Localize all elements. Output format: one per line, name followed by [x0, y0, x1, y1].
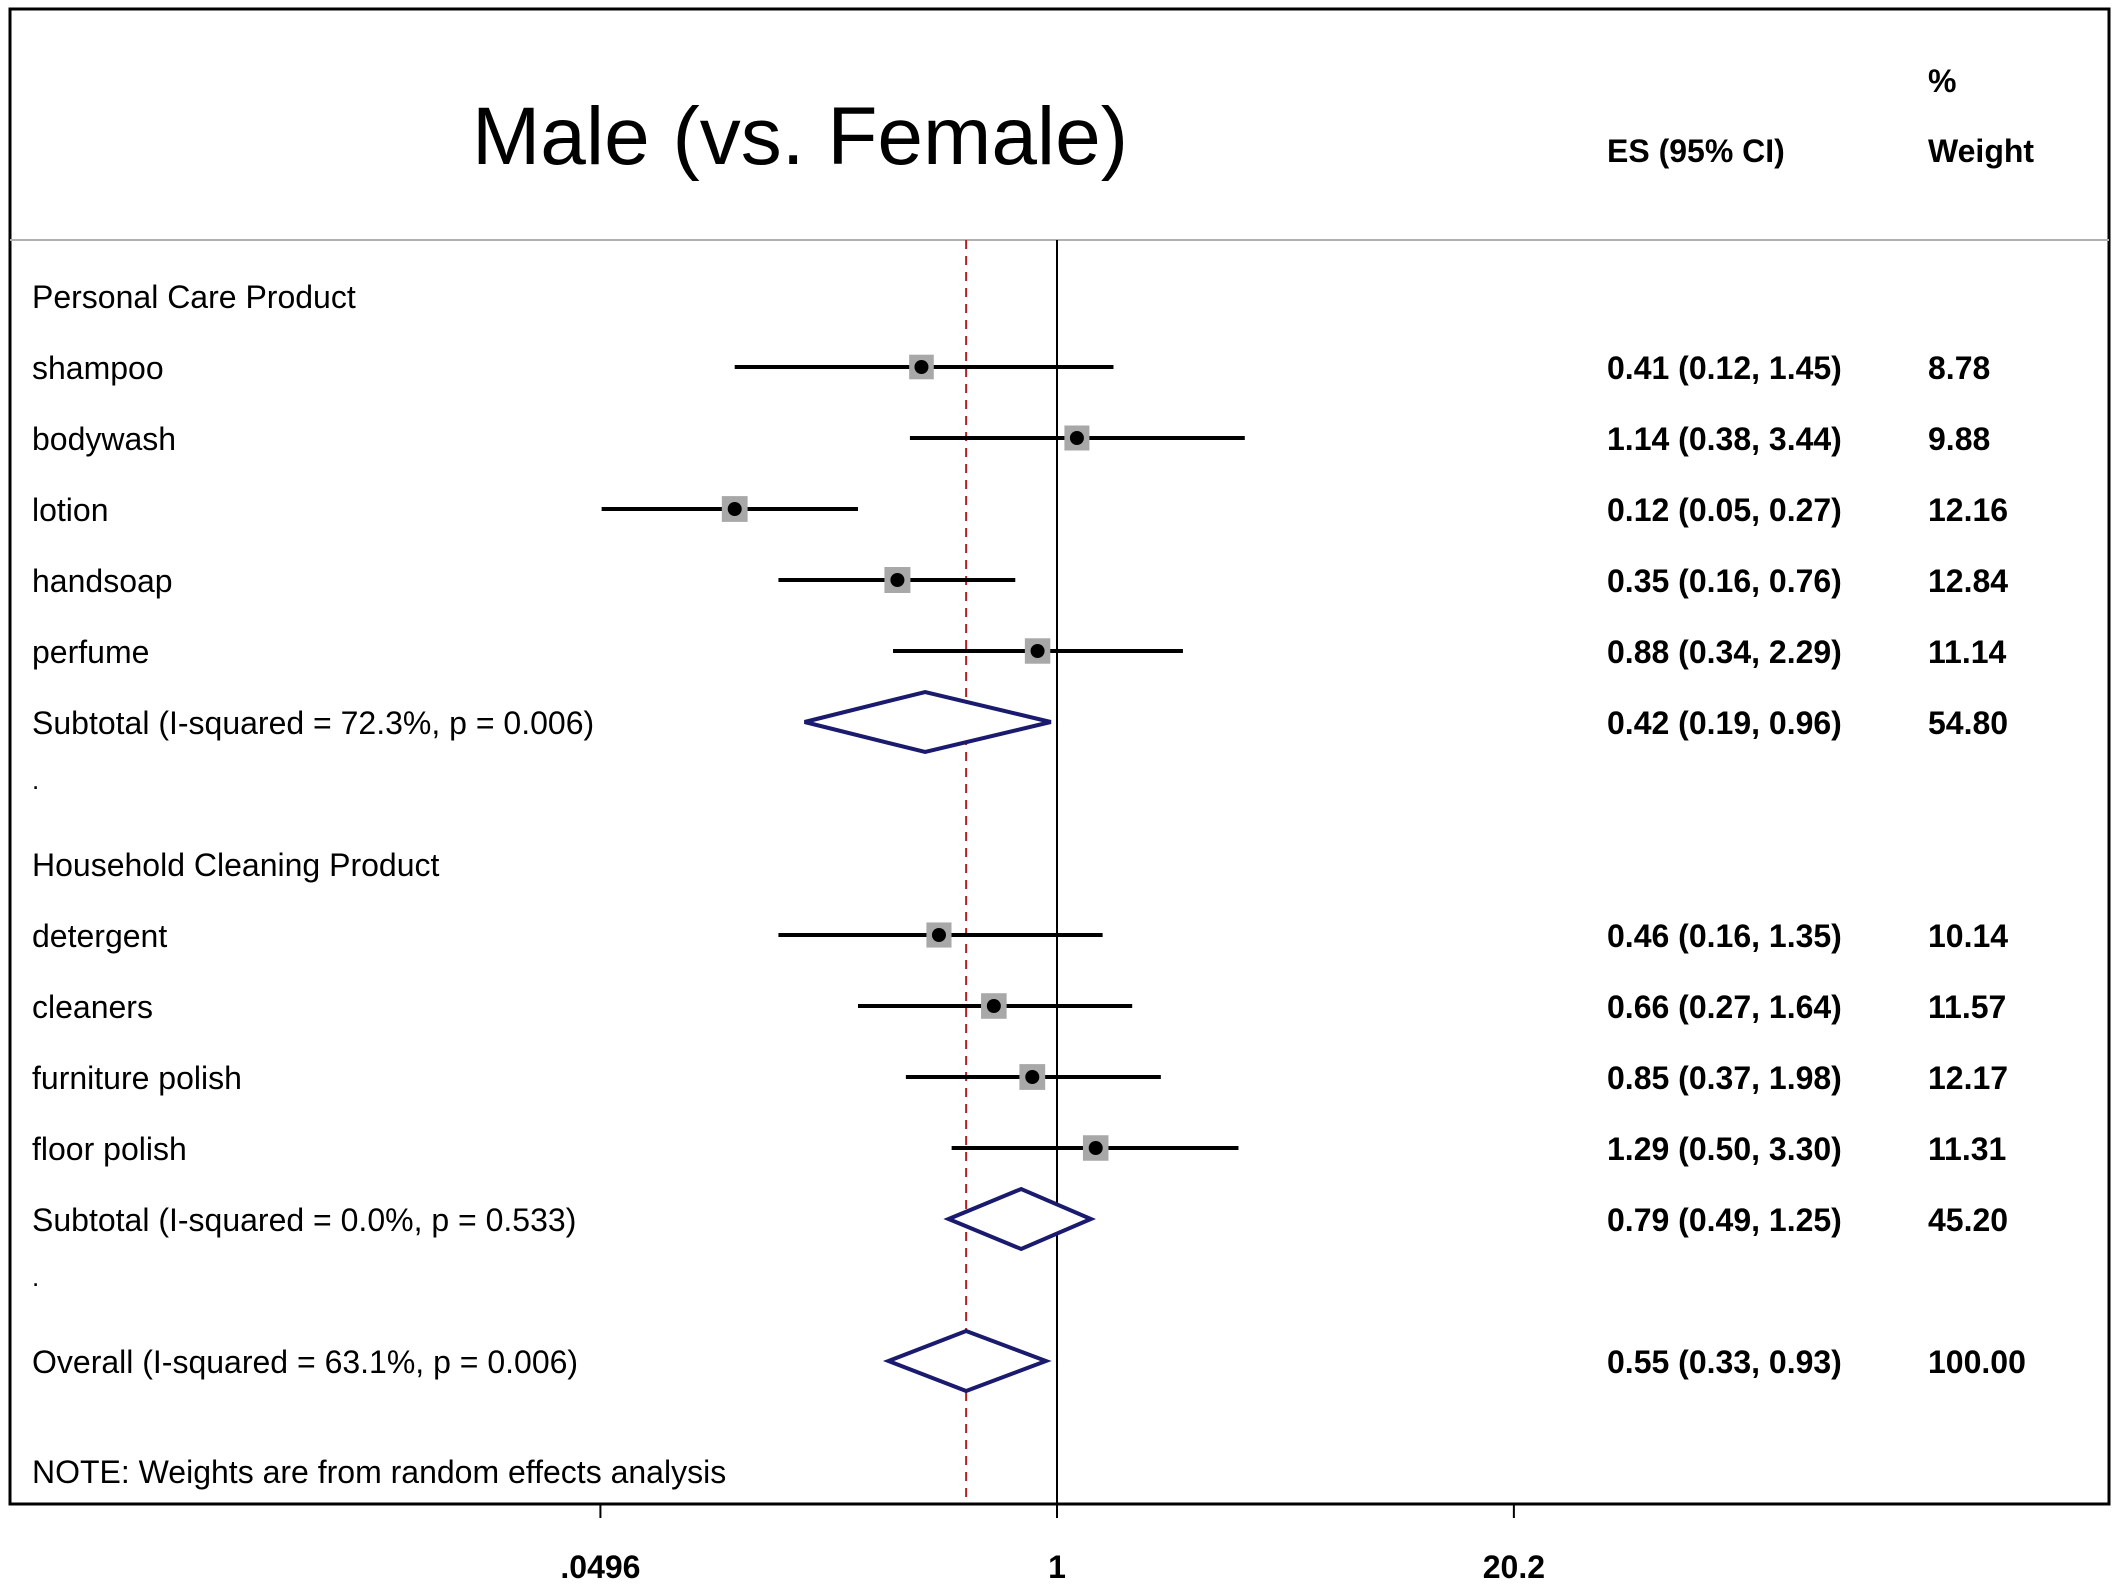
es-value: 1.14 (0.38, 3.44) [1607, 421, 1842, 457]
chart-title: Male (vs. Female) [472, 91, 1128, 182]
weight-value: 11.57 [1928, 989, 2006, 1025]
weight-value: 11.14 [1928, 634, 2007, 670]
study-label: bodywash [32, 421, 176, 457]
weight-value: 11.31 [1928, 1131, 2006, 1167]
study-label: shampoo [32, 350, 164, 386]
es-value: 0.42 (0.19, 0.96) [1607, 705, 1842, 741]
es-value: 0.35 (0.16, 0.76) [1607, 563, 1842, 599]
point-estimate [727, 502, 742, 516]
point-estimate [914, 360, 929, 374]
weight-value: 12.84 [1928, 563, 2008, 599]
study-label: lotion [32, 492, 109, 528]
point-estimate [1030, 644, 1045, 658]
weight-value: 100.00 [1928, 1344, 2026, 1380]
study-label: perfume [32, 634, 149, 670]
overall-label: Overall (I-squared = 63.1%, p = 0.006) [32, 1344, 578, 1380]
subtotal-label: Subtotal (I-squared = 0.0%, p = 0.533) [32, 1202, 576, 1238]
es-value: 0.66 (0.27, 1.64) [1607, 989, 1842, 1025]
es-value: 0.85 (0.37, 1.98) [1607, 1060, 1842, 1096]
point-estimate [986, 999, 1001, 1013]
es-value: 0.12 (0.05, 0.27) [1607, 492, 1842, 528]
weight-value: 12.17 [1928, 1060, 2008, 1096]
plot-frame [8, 7, 2111, 1506]
weight-value: 54.80 [1928, 705, 2008, 741]
weight-value: 12.16 [1928, 492, 2008, 528]
point-estimate [1069, 431, 1084, 445]
subtotal-label: Subtotal (I-squared = 72.3%, p = 0.006) [32, 705, 594, 741]
weight-value: 8.78 [1928, 350, 1990, 386]
es-value: 0.55 (0.33, 0.93) [1607, 1344, 1842, 1380]
spacer-dot: . [32, 765, 39, 795]
subtotal-diamond [804, 689, 1052, 755]
study-label: handsoap [32, 563, 173, 599]
x-tick-label: .0496 [560, 1549, 640, 1585]
study-label: furniture polish [32, 1060, 242, 1096]
study-label: floor polish [32, 1131, 187, 1167]
subtotal-diamond [943, 1186, 1096, 1252]
x-tick-label: 20.2 [1483, 1549, 1545, 1585]
weight-value: 10.14 [1928, 918, 2008, 954]
weight-column-header-bottom: Weight [1928, 133, 2034, 169]
footnote: NOTE: Weights are from random effects an… [32, 1454, 726, 1490]
study-label: detergent [32, 918, 167, 954]
es-value: 0.46 (0.16, 1.35) [1607, 918, 1842, 954]
weight-value: 45.20 [1928, 1202, 2008, 1238]
es-column-header: ES (95% CI) [1607, 133, 1785, 169]
es-value: 0.79 (0.49, 1.25) [1607, 1202, 1842, 1238]
weight-value: 9.88 [1928, 421, 1990, 457]
spacer-dot: . [32, 1262, 39, 1292]
group-label: Personal Care Product [32, 279, 356, 315]
point-estimate [890, 573, 905, 587]
point-estimate [931, 928, 946, 942]
x-tick-label: 1 [1048, 1549, 1066, 1585]
overall-diamond [882, 1328, 1052, 1394]
weight-column-header-top: % [1928, 63, 1956, 99]
point-estimate [1025, 1070, 1040, 1084]
point-estimate [1088, 1141, 1103, 1155]
es-value: 1.29 (0.50, 3.30) [1607, 1131, 1842, 1167]
es-value: 0.41 (0.12, 1.45) [1607, 350, 1842, 386]
es-value: 0.88 (0.34, 2.29) [1607, 634, 1842, 670]
group-label: Household Cleaning Product [32, 847, 439, 883]
study-label: cleaners [32, 989, 153, 1025]
